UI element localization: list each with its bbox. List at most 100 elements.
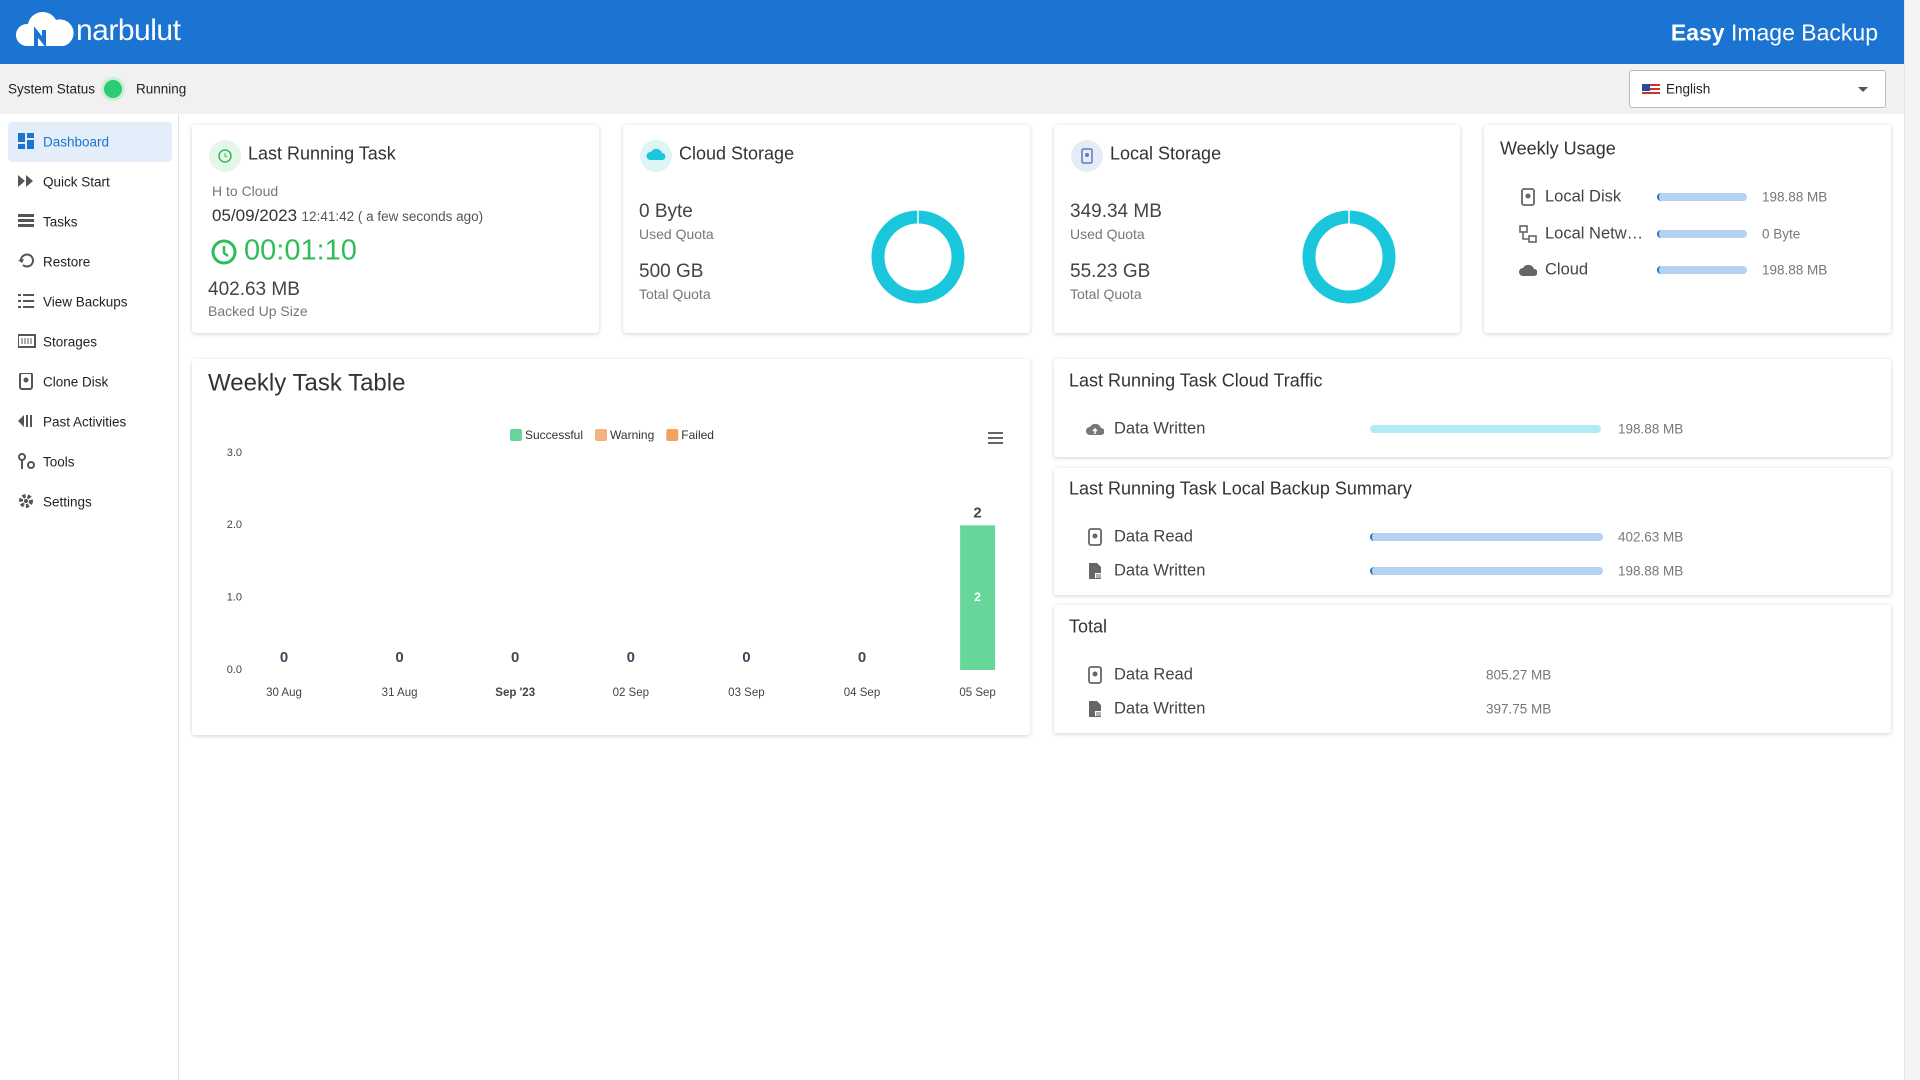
y-tick-label: 3.0: [227, 447, 242, 459]
total-label: 2: [973, 504, 981, 521]
nav-item[interactable]: View Backups: [8, 282, 172, 322]
scrollbar[interactable]: [1904, 0, 1920, 1080]
disk-icon: [1071, 140, 1103, 172]
total-value: 55.23 GB: [1070, 261, 1151, 282]
donut-chart: [1302, 210, 1396, 304]
row-label: Data Read: [1114, 527, 1193, 546]
clock-icon: [211, 239, 237, 265]
card-title: Last Running Task Cloud Traffic: [1069, 370, 1323, 391]
nav-item[interactable]: Clone Disk: [8, 362, 172, 402]
total-label: 0: [858, 649, 866, 666]
row-value: 198.88 MB: [1762, 262, 1828, 278]
nav-icon: [18, 294, 34, 308]
nav-icon: [18, 453, 35, 469]
y-tick-label: 2.0: [227, 519, 242, 531]
brand: narbulut: [76, 14, 181, 47]
x-tick-label: 03 Sep: [728, 687, 764, 699]
row-value: 198.88 MB: [1762, 189, 1828, 205]
task-size: 402.63 MB: [208, 279, 300, 300]
donut-chart: [871, 210, 965, 304]
task-time: 12:41:42 ( a few seconds ago): [301, 209, 484, 224]
cloud-storage-card: Cloud Storage 0 Byte Used Quota 500 GB T…: [623, 125, 1030, 333]
weekly-task-card: Weekly Task Table 0.0 1.0 2.0 3.0 Successful…: [192, 359, 1030, 735]
status-indicator: [104, 80, 122, 98]
product-title-bold: Easy: [1670, 19, 1725, 46]
nav-icon: [18, 334, 36, 348]
language-select[interactable]: English: [1629, 70, 1886, 108]
weekly-usage-card: Weekly Usage Local Disk 198.88 MB Local Ne…: [1484, 125, 1891, 333]
nav-item[interactable]: Tasks: [8, 202, 172, 242]
total-label: 0: [280, 649, 288, 666]
total-value: 500 GB: [639, 261, 704, 282]
task-duration: 00:01:10: [244, 234, 357, 267]
nav-label: Quick Start: [43, 174, 110, 190]
local-storage-card: Local Storage 349.34 MB Used Quota 55.23…: [1054, 125, 1460, 333]
nav-label: Tools: [43, 454, 75, 470]
x-tick-label: 31 Aug: [382, 687, 418, 699]
nav-item[interactable]: Quick Start: [8, 162, 172, 202]
nav-item[interactable]: Settings: [8, 482, 172, 522]
chart-title: Weekly Task Table: [208, 369, 405, 396]
row-label: Local Netw…: [1545, 224, 1644, 243]
last-running-task-card: Last Running Task H to Cloud 05/09/2023 …: [192, 125, 599, 333]
nav-icon: [18, 253, 34, 268]
nav-item[interactable]: Storages: [8, 322, 172, 362]
nav-item[interactable]: Past Activities: [8, 402, 172, 442]
row-icon: [1089, 563, 1102, 579]
total-label: Total Quota: [1070, 286, 1142, 302]
bar-value-label: 2: [974, 590, 981, 604]
progress-bar: [1657, 266, 1747, 274]
nav-label: Restore: [43, 254, 91, 270]
progress-bar: [1370, 425, 1601, 433]
total-label: 0: [742, 649, 750, 666]
x-tick-label: 05 Sep: [959, 687, 995, 699]
x-tick-label: 04 Sep: [844, 687, 880, 699]
card-title: Last Running Task: [248, 143, 396, 164]
nav-item[interactable]: Dashboard: [8, 122, 172, 162]
product-title: Easy Image Backup: [1671, 20, 1878, 47]
used-value: 0 Byte: [639, 201, 693, 222]
row-icon: [1088, 528, 1102, 546]
nav-label: Tasks: [43, 214, 78, 230]
total-label: Total Quota: [639, 286, 711, 302]
legend-swatch: [595, 429, 608, 441]
x-tick-label: Sep '23: [495, 687, 535, 699]
task-icon: [209, 140, 241, 172]
used-label: Used Quota: [639, 226, 714, 242]
task-size-label: Backed Up Size: [208, 303, 308, 319]
row-value: 0 Byte: [1762, 226, 1801, 242]
progress-bar: [1657, 193, 1747, 201]
nav-icon: [19, 494, 33, 508]
total-label: 0: [395, 649, 403, 666]
task-date: 05/09/2023: [212, 206, 298, 225]
row-icon: [1519, 264, 1537, 276]
sidebar: Dashboard Quick Start Tasks Restore View Bac…: [0, 114, 179, 1080]
task-datetime: 05/09/2023 12:41:42 ( a few seconds ago): [212, 206, 483, 226]
bar: [960, 525, 996, 670]
nav-icon: [18, 214, 34, 227]
status-label: System Status: [8, 81, 96, 97]
legend-label: Warning: [610, 428, 654, 442]
card-title: Last Running Task Local Backup Summary: [1069, 478, 1412, 499]
nav-label: Clone Disk: [43, 374, 109, 390]
logo-icon: [15, 11, 74, 52]
status-bar: System Status Running English: [0, 64, 1904, 114]
row-value: 402.63 MB: [1618, 529, 1684, 545]
nav-icon: [19, 373, 33, 390]
nav-label: View Backups: [43, 294, 128, 310]
task-name: H to Cloud: [212, 183, 279, 199]
menu-icon[interactable]: [988, 432, 1003, 444]
row-label: Data Read: [1114, 665, 1193, 684]
nav-item[interactable]: Tools: [8, 442, 172, 482]
status-value: Running: [136, 81, 187, 97]
row-icon: [1088, 666, 1102, 684]
nav-icon: [18, 133, 34, 149]
nav-item[interactable]: Restore: [8, 242, 172, 282]
row-label: Data Written: [1114, 561, 1206, 580]
legend-swatch: [510, 429, 522, 441]
row-value: 198.88 MB: [1618, 421, 1684, 437]
nav-label: Settings: [43, 494, 92, 510]
used-label: Used Quota: [1070, 226, 1145, 242]
total-card: Total Data Read 805.27 MB Data Written 397.…: [1054, 605, 1891, 733]
nav-label: Storages: [43, 334, 98, 350]
